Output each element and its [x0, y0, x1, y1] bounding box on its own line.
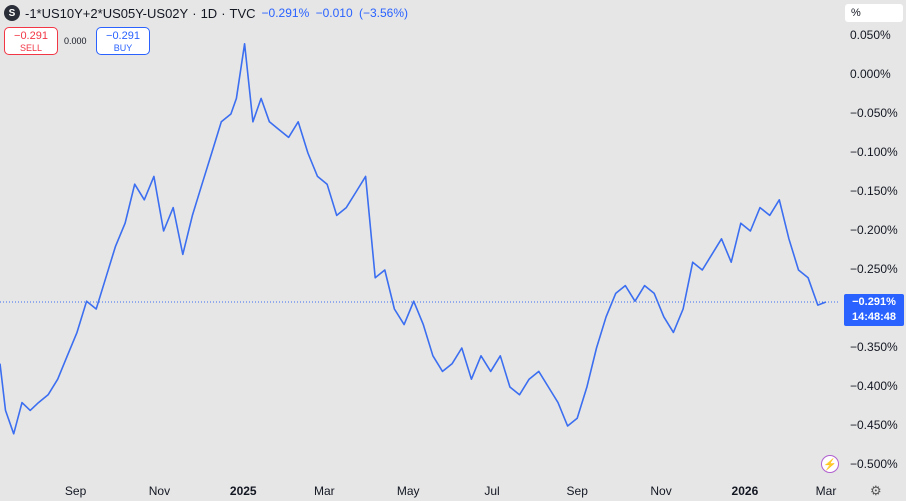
- x-tick-label: 2025: [229, 484, 257, 498]
- chart-header: S -1*US10Y+2*US05Y-US02Y · 1D · TVC −0.2…: [4, 3, 411, 23]
- buy-button[interactable]: −0.291 BUY: [96, 27, 150, 55]
- spread-value: 0.000: [64, 36, 87, 46]
- y-tick-label: −0.200%: [850, 223, 898, 237]
- scale-mode-toggle[interactable]: %: [845, 4, 903, 22]
- y-tick-label: −0.500%: [850, 457, 898, 471]
- sell-label: SELL: [19, 43, 43, 53]
- x-tick-label: Nov: [148, 484, 171, 498]
- x-tick-label: May: [396, 484, 420, 498]
- y-tick-label: −0.150%: [850, 184, 898, 198]
- change-percent: (−3.56%): [358, 6, 409, 20]
- price-tag-countdown: 14:48:48: [851, 311, 897, 323]
- sell-value: −0.291: [14, 30, 48, 42]
- x-tick-label: Sep: [566, 484, 588, 498]
- last-value: −0.291%: [261, 6, 310, 20]
- symbol-name[interactable]: -1*US10Y+2*US05Y-US02Y: [25, 5, 189, 21]
- change-readout: −0.291% −0.010 (−3.56%): [262, 6, 411, 20]
- y-tick-label: −0.100%: [850, 145, 898, 159]
- y-tick-label: 0.000%: [850, 67, 891, 81]
- current-price-tag: −0.291% 14:48:48: [844, 294, 904, 326]
- separator: ·: [192, 5, 197, 21]
- y-tick-label: −0.450%: [850, 418, 898, 432]
- gear-icon[interactable]: ⚙: [870, 483, 882, 498]
- y-tick-label: 0.050%: [850, 28, 891, 42]
- y-tick-label: −0.050%: [850, 106, 898, 120]
- series-line: [0, 43, 827, 435]
- price-tag-value: −0.291%: [852, 296, 896, 308]
- x-tick-label: Sep: [64, 484, 87, 498]
- x-tick-label: Mar: [815, 484, 837, 498]
- bolt-icon[interactable]: ⚡: [821, 455, 839, 473]
- change-value: −0.010: [315, 6, 353, 20]
- y-tick-label: −0.350%: [850, 340, 898, 354]
- interval[interactable]: 1D: [200, 5, 218, 21]
- sell-button[interactable]: −0.291 SELL: [4, 27, 58, 55]
- data-source: TVC: [229, 5, 256, 21]
- y-tick-label: −0.400%: [850, 379, 898, 393]
- y-tick-label: −0.250%: [850, 262, 898, 276]
- x-tick-label: Mar: [314, 484, 335, 498]
- separator: ·: [221, 5, 226, 21]
- symbol-logo-icon: S: [4, 5, 20, 21]
- x-tick-label: Nov: [650, 484, 672, 498]
- x-tick-label: 2026: [731, 484, 759, 498]
- buy-label: BUY: [113, 43, 133, 53]
- x-tick-label: Jul: [484, 484, 500, 498]
- buy-value: −0.291: [106, 30, 140, 42]
